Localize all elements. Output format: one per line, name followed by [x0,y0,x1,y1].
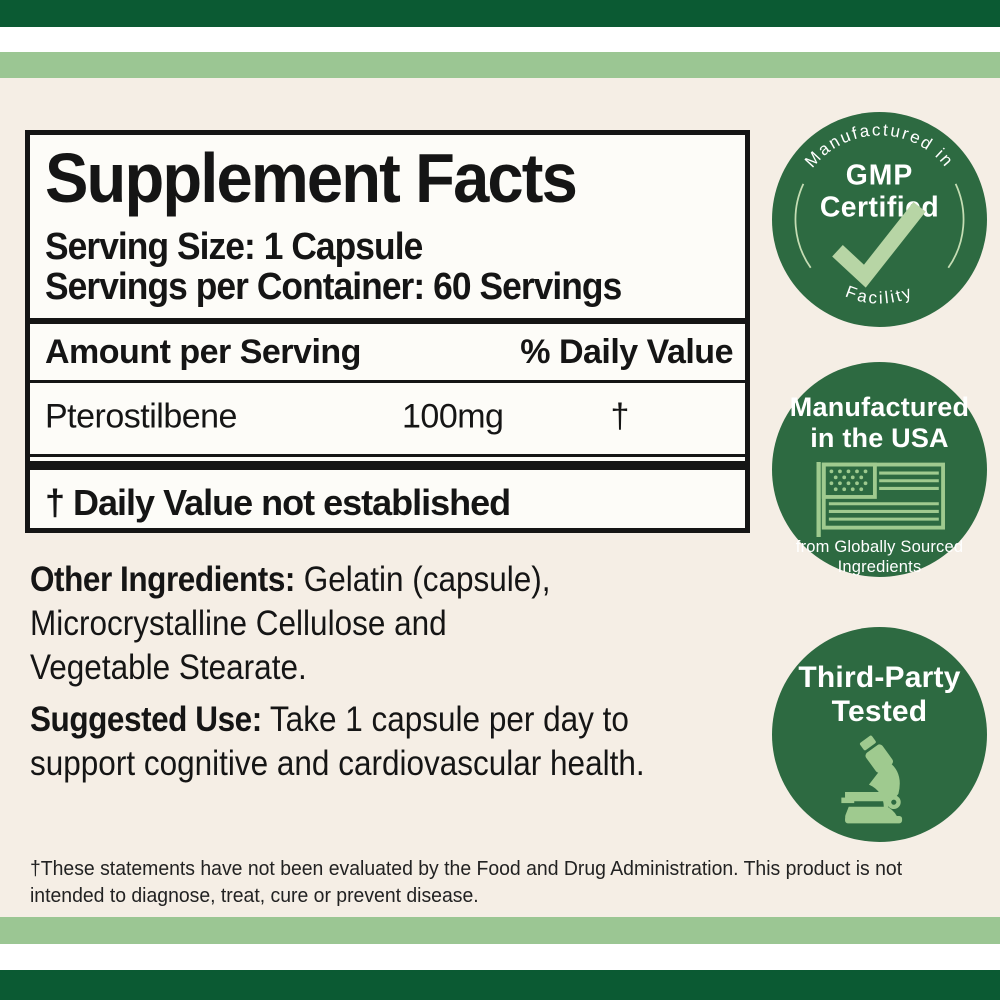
ingredient-name: Pterostilbene [45,397,237,436]
panel-title: Supplement Facts [45,139,578,217]
gmp-badge-graphic: Manufactured in Facility GMP Certified [794,120,965,308]
third-party-tested-badge: Third-Party Tested [772,627,987,842]
usa-title-line1: Manufactured [789,392,970,422]
bottom-white-band [0,944,1000,970]
microscope-icon [840,735,902,824]
table-header-row: Amount per Serving % Daily Value [30,324,745,383]
usa-subtitle-line2: Ingredients [837,558,922,576]
other-ingredients-label: Other Ingredients: [30,560,295,599]
serving-size-line: Serving Size: 1 Capsule [45,226,423,268]
tested-title-line2: Tested [831,695,928,728]
gmp-certified-badge: Manufactured in Facility GMP Certified [772,112,987,327]
top-dark-green-band [0,0,1000,27]
table-row: Pterostilbene 100mg † [30,383,745,451]
amount-column-header: Amount per Serving [45,332,361,371]
bottom-light-green-band [0,917,1000,944]
other-ingredients-paragraph: Other Ingredients: Gelatin (capsule), Mi… [30,558,741,690]
ingredient-daily-value: † [610,397,630,436]
tested-title-line1: Third-Party [798,661,961,694]
ingredient-amount: 100mg [402,397,504,436]
suggested-use-paragraph: Suggested Use: Take 1 capsule per day to… [30,698,741,786]
other-ingredients-text: Gelatin (capsule), Microcrystalline Cell… [30,560,551,687]
daily-value-footnote: † Daily Value not established [45,482,511,523]
top-white-band [0,27,1000,52]
made-in-usa-badge: Manufactured in the USA [772,362,987,577]
thick-divider [30,461,745,470]
supplement-facts-panel: Supplement Facts Serving Size: 1 Capsule… [25,130,750,533]
gmp-title-line2: Certified [820,192,939,224]
usa-flag-icon [816,462,945,537]
ring-arc-right [947,183,965,269]
gmp-title-line1: GMP [846,159,913,191]
divider [30,318,745,324]
servings-per-container-line: Servings per Container: 60 Servings [45,266,622,308]
svg-text:Facility: Facility [843,282,916,308]
checkmark-icon [832,201,926,288]
suggested-use-text: Take 1 capsule per day to support cognit… [30,700,645,783]
fda-disclaimer: †These statements have not been evaluate… [30,858,903,907]
suggested-use-label: Suggested Use: [30,700,262,739]
ring-arc-left [794,183,812,269]
usa-title-line2: in the USA [810,423,949,453]
usa-subtitle-line1: from Globally Sourced [795,538,964,556]
gmp-arc-bottom-text: Facility [843,282,914,308]
daily-value-column-header: % Daily Value [520,332,733,371]
divider [30,454,745,457]
bottom-dark-green-band [0,970,1000,1000]
top-light-green-band [0,52,1000,78]
